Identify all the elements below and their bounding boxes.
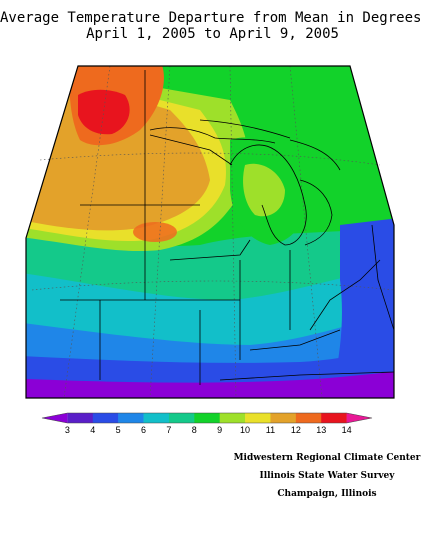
legend-tick-label: 4 [90, 425, 96, 435]
legend-swatch [67, 413, 94, 423]
map-frame [25, 65, 395, 399]
legend-tick-label: 11 [265, 425, 276, 435]
legend-tick-label: 14 [341, 425, 352, 435]
legend-tick-label: 12 [290, 425, 301, 435]
legend-swatch [118, 413, 144, 423]
legend-outline [41, 412, 373, 424]
map-title-block: Average Temperature Departure from Mean … [0, 10, 425, 42]
legend-swatch [270, 413, 297, 423]
graticule [31, 65, 395, 399]
boundary-lines [60, 70, 395, 385]
legend-tick-label: 10 [240, 425, 251, 435]
legend-tick-label: 8 [191, 425, 197, 435]
legend-tick-label: 5 [115, 425, 121, 435]
legend-swatch [346, 413, 372, 423]
temperature-field [26, 66, 394, 398]
legend-color-bar [41, 412, 373, 424]
legend-tick-label: 3 [64, 425, 70, 435]
legend-swatch [295, 413, 322, 423]
legend-tick-label: 7 [166, 425, 172, 435]
credit-line-3: Champaign, Illinois [277, 489, 377, 499]
legend-swatch [321, 413, 347, 423]
map-title: Average Temperature Departure from Mean … [0, 10, 425, 26]
legend-swatch [92, 413, 119, 423]
credit-line-2: Illinois State Water Survey [259, 471, 395, 481]
credits: Midwestern Regional Climate Center Illin… [232, 449, 422, 503]
legend-swatch [219, 413, 246, 423]
legend-swatch [42, 413, 68, 423]
map-subtitle: April 1, 2005 to April 9, 2005 [86, 26, 339, 42]
legend-swatch [194, 413, 220, 423]
legend-tick-label: 9 [217, 425, 223, 435]
legend-tick-label: 13 [316, 425, 327, 435]
legend-swatch [143, 413, 170, 423]
legend-swatch [245, 413, 271, 423]
legend-labels: 3 4 5 6 7 8 9 10 11 12 13 14 [0, 425, 425, 439]
credit-line-1: Midwestern Regional Climate Center [233, 453, 421, 463]
legend-swatch [168, 413, 195, 423]
legend-tick-label: 6 [141, 425, 147, 435]
